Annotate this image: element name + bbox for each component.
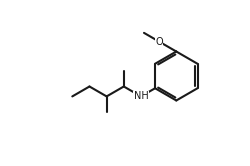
Text: O: O bbox=[155, 37, 163, 47]
Text: NH: NH bbox=[134, 91, 148, 101]
